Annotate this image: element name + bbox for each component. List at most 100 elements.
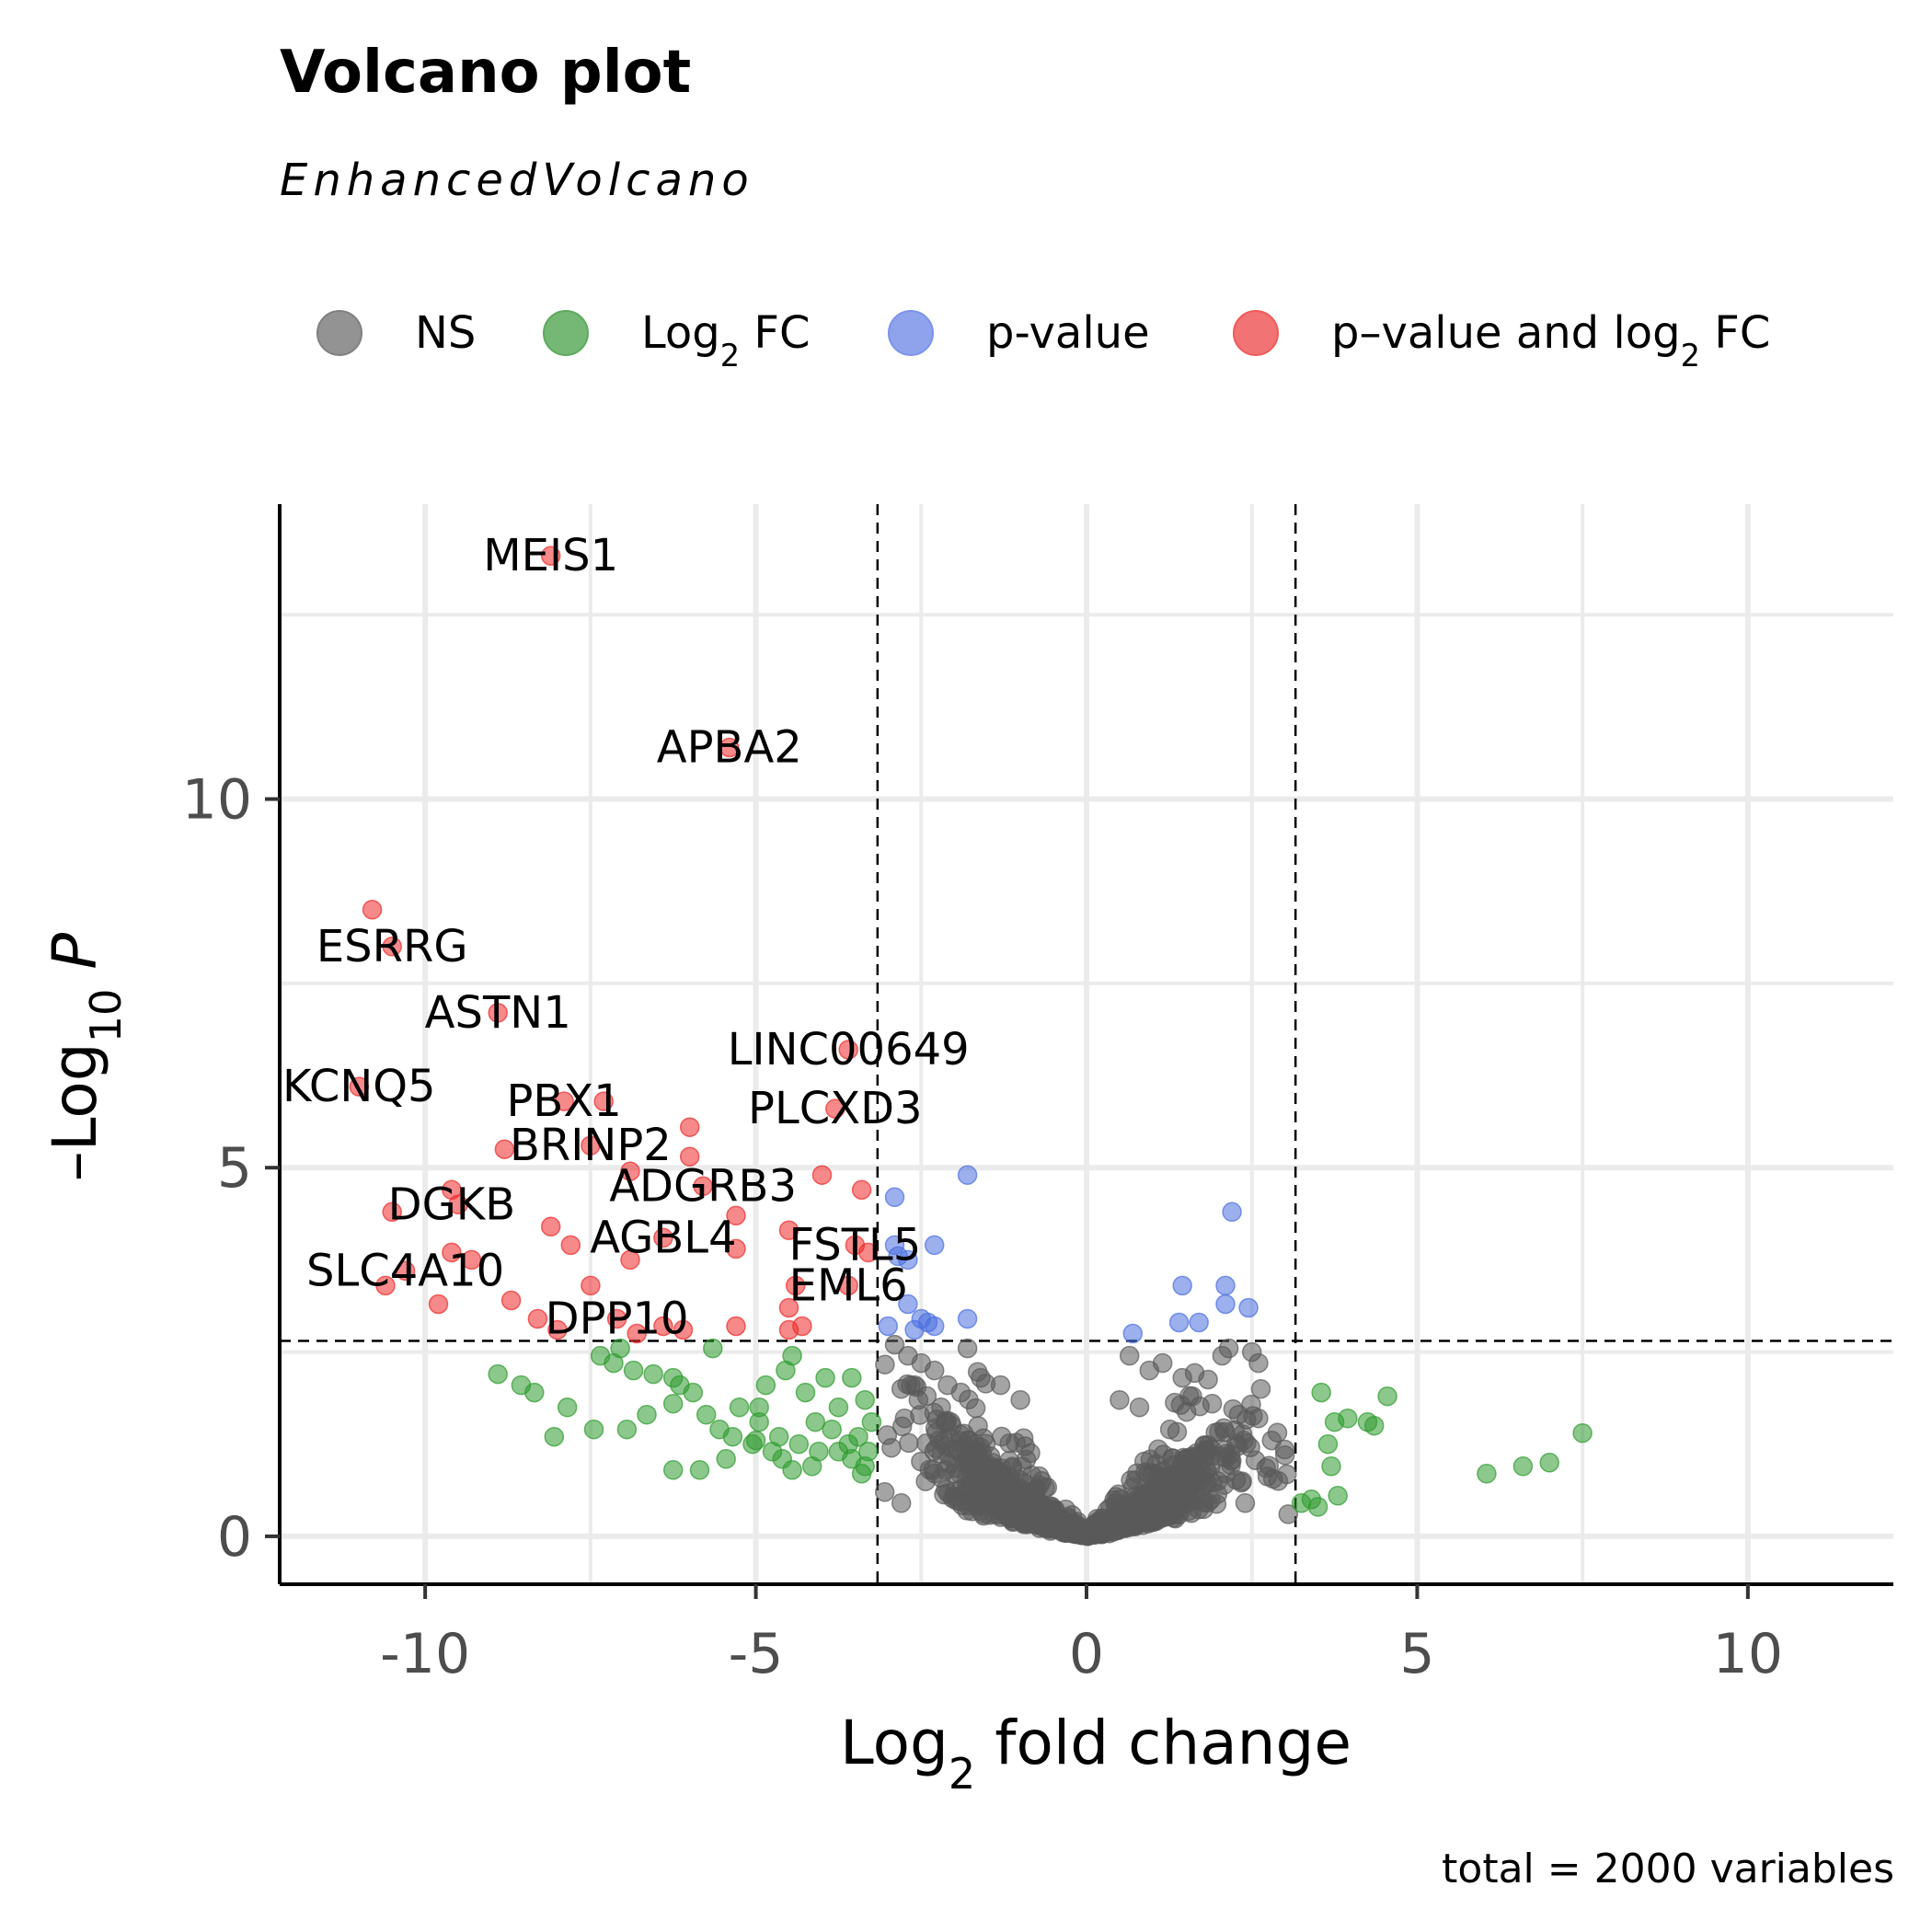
ns-point — [1165, 1392, 1185, 1413]
ns-point — [904, 1374, 925, 1396]
ns-point — [973, 1428, 994, 1448]
significant-point — [540, 546, 561, 566]
significant-point — [395, 1260, 416, 1282]
ns-point — [1231, 1472, 1252, 1493]
fc-point — [1338, 1408, 1358, 1429]
significant-point — [719, 737, 740, 758]
ns-point — [925, 1418, 946, 1439]
pvalue-point — [1172, 1275, 1192, 1296]
ns-point — [1020, 1443, 1041, 1464]
ns-point — [1129, 1397, 1150, 1418]
fc-point — [662, 1393, 684, 1414]
ns-point — [1006, 1432, 1026, 1453]
x-tick-label: -10 — [380, 1622, 470, 1686]
significant-point — [825, 1098, 845, 1119]
ns-point — [924, 1360, 945, 1381]
significant-point — [540, 1216, 561, 1237]
legend-item-p: p-value — [888, 307, 1150, 359]
label-part-base: p–value and log — [1331, 307, 1681, 359]
significant-point — [778, 1297, 799, 1318]
ns-point — [936, 1479, 956, 1500]
significant-point — [500, 1290, 522, 1311]
ns-point — [1172, 1367, 1192, 1388]
label-part-sign: – — [40, 1151, 110, 1181]
significant-point — [442, 1242, 462, 1263]
fc-point — [1328, 1486, 1348, 1506]
fc-point — [801, 1456, 822, 1477]
label-part-sub: 2 — [1681, 338, 1700, 374]
gene-label: LINC00649 — [728, 1024, 970, 1075]
ns-point — [1127, 1463, 1147, 1483]
pvalue-point — [898, 1294, 918, 1315]
fc-point — [1539, 1453, 1559, 1473]
significant-point — [653, 1227, 673, 1248]
significant-point — [726, 1238, 746, 1259]
significant-point — [448, 1194, 468, 1215]
fc-point — [1321, 1456, 1341, 1477]
fc-point — [583, 1419, 604, 1440]
fc-point — [544, 1426, 565, 1447]
significant-point — [581, 1275, 601, 1296]
ns-point — [1268, 1471, 1289, 1491]
legend-swatch — [888, 310, 934, 356]
ns-point — [875, 1354, 895, 1374]
pvalue-point — [1168, 1312, 1190, 1333]
significant-point — [792, 1316, 812, 1337]
fc-point — [696, 1404, 717, 1425]
fc-point — [557, 1397, 578, 1418]
chart-subtitle: EnhancedVolcano — [280, 155, 754, 206]
fc-point — [749, 1397, 769, 1418]
significant-point — [785, 1275, 806, 1296]
significant-point — [620, 1161, 640, 1181]
ns-point — [1250, 1378, 1271, 1399]
fc-point — [1363, 1415, 1385, 1436]
fc-point — [670, 1374, 690, 1396]
ns-point — [1022, 1490, 1043, 1511]
significant-point — [838, 1040, 858, 1060]
significant-point — [461, 1249, 482, 1271]
gene-labels: MEIS1 APBA2 ESRRG ASTN1 LINC00649 KCNQ5 PBX1 PL… — [282, 530, 970, 1344]
gene-label: AGBL4 — [590, 1212, 736, 1263]
ns-point — [1261, 1430, 1282, 1451]
ns-point — [1183, 1461, 1204, 1482]
fc-point — [616, 1419, 638, 1440]
y-axis-title: –Log10 P — [40, 933, 131, 1182]
legend-label: p–value and log2 FC — [1331, 307, 1770, 374]
significant-point — [726, 1205, 746, 1226]
x-tick-label: -5 — [729, 1622, 784, 1686]
ns-point — [891, 1493, 912, 1513]
legend-label: p-value — [986, 307, 1150, 359]
ns-point — [957, 1338, 978, 1359]
ns-point — [1235, 1493, 1256, 1513]
gene-label: EML6 — [789, 1259, 908, 1311]
pvalue-point — [884, 1187, 905, 1208]
fc-point — [745, 1430, 766, 1451]
pvalue-point — [957, 1308, 978, 1329]
fc-point — [1301, 1489, 1322, 1510]
ns-point — [950, 1382, 972, 1403]
fc-point — [524, 1382, 545, 1403]
chart-title: Volcano plot — [280, 39, 691, 107]
ns-point — [1108, 1517, 1128, 1538]
fc-point — [643, 1363, 663, 1385]
pvalue-point — [1122, 1323, 1144, 1344]
ns-point — [1213, 1418, 1235, 1439]
significant-point — [527, 1308, 548, 1329]
significant-point — [375, 1275, 396, 1296]
label-part-sub: 10 — [81, 989, 131, 1043]
y-tick-label: 0 — [217, 1505, 252, 1570]
ns-point — [960, 1492, 981, 1512]
ns-point — [884, 1334, 905, 1355]
significant-point — [858, 1242, 879, 1263]
ns-point — [874, 1482, 895, 1502]
ns-point — [1248, 1352, 1269, 1374]
significant-point — [349, 1076, 370, 1097]
grid — [280, 504, 1893, 1584]
y-tick-label: 5 — [217, 1136, 252, 1201]
legend-item-fc_p: p–value and log2 FC — [1233, 307, 1770, 374]
gene-label: FSTL5 — [788, 1219, 921, 1271]
label-part-rest: FC — [1700, 307, 1770, 359]
gene-label: SLC4A10 — [306, 1245, 504, 1296]
legend-label: Log2 FC — [641, 307, 811, 374]
ns-point — [1122, 1496, 1144, 1517]
